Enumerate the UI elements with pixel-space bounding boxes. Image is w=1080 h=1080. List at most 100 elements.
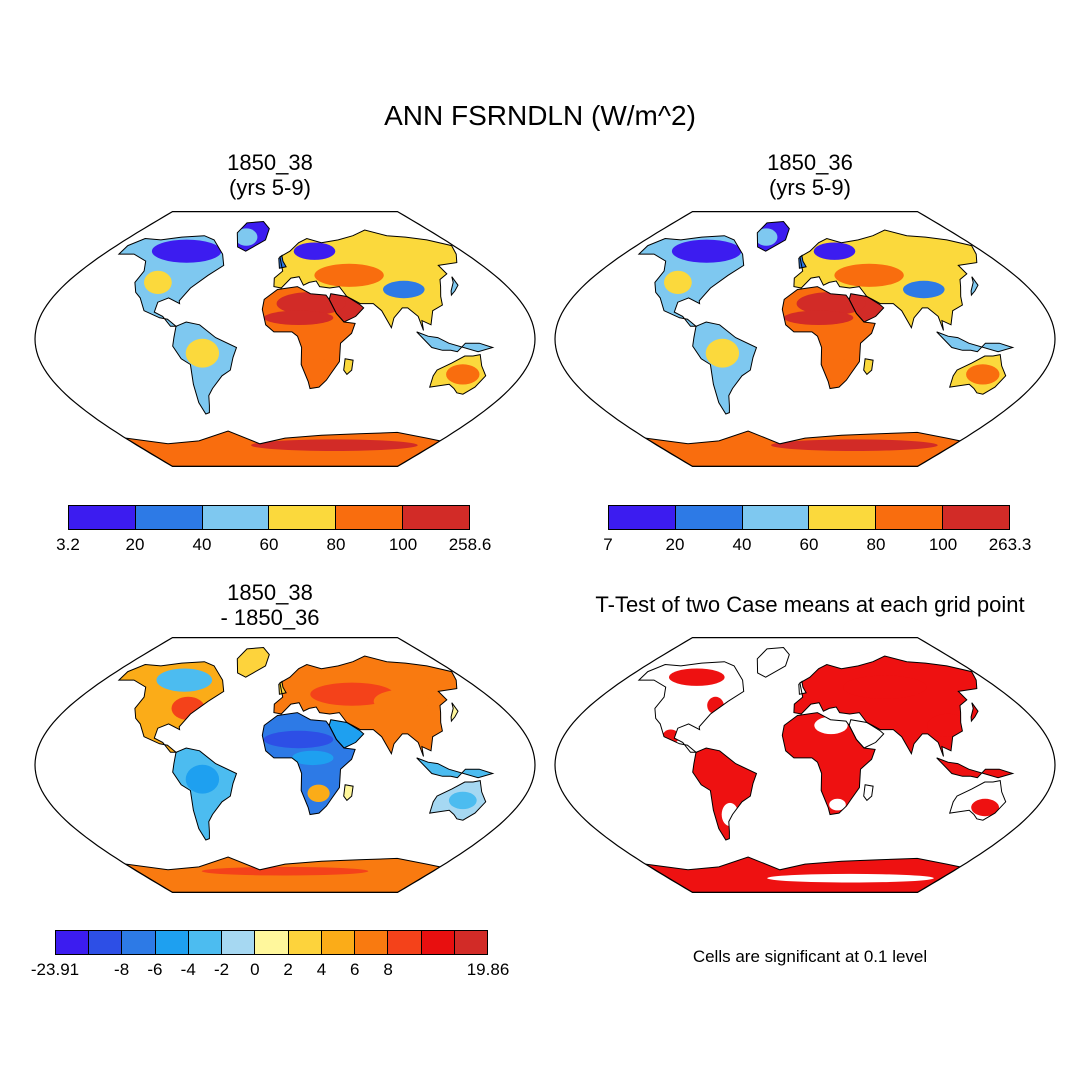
coastline-north-america — [637, 235, 745, 327]
panel2-title: 1850_36 (yrs 5-9) — [600, 150, 1020, 201]
panel4-title-line1: T-Test of two Case means at each grid po… — [595, 592, 1025, 617]
panel2-title-line2: (yrs 5-9) — [769, 175, 851, 201]
field-patch — [310, 682, 394, 706]
coastline-south-america — [692, 321, 758, 415]
map-frame — [34, 211, 536, 467]
coastline-japan — [970, 276, 979, 297]
field-patch — [314, 263, 384, 287]
field-patch — [755, 228, 778, 246]
land-japan — [451, 702, 458, 722]
coastline-japan — [970, 702, 979, 723]
field-patch — [151, 239, 222, 263]
colorbar-tick-label: 40 — [192, 535, 212, 554]
colorbar-tick-label: 60 — [799, 535, 819, 554]
colorbar-box — [388, 931, 422, 954]
land-south-america — [172, 748, 237, 840]
coastline-north-america — [637, 661, 745, 753]
colorbar-tick-label: 20 — [125, 535, 145, 554]
land-africa — [782, 712, 876, 815]
field-patch — [721, 802, 739, 827]
colorbar-tick-label: 60 — [259, 535, 279, 554]
field-patch — [383, 280, 425, 299]
map-frame — [554, 211, 1056, 467]
land-indonesia — [416, 757, 493, 778]
coastline-africa — [781, 286, 876, 390]
field-patch — [293, 242, 336, 260]
land-japan — [971, 702, 978, 722]
colorbar-case1: 3.2 20 40 60 80 100 258.6 — [56, 505, 491, 554]
coastline-north-america — [117, 235, 225, 327]
coastline-arabia — [848, 293, 885, 323]
field-patch — [307, 784, 330, 802]
colorbar-difference: -23.91 -8 -6 -4 -2 0 2 4 6 8 19.86 — [31, 930, 509, 979]
colorbar-tick-label: -8 — [114, 960, 130, 979]
field-detail-layer — [156, 668, 477, 876]
map-panel-case1 — [34, 211, 536, 467]
colorbar-tick-label: 100 — [928, 535, 958, 554]
land-europe-asia — [273, 656, 457, 757]
coastline-uk — [278, 254, 287, 269]
coastline-madagascar — [863, 358, 874, 376]
colorbar-tick-label: -2 — [213, 960, 230, 979]
colorbar-tick-label: 19.86 — [466, 960, 510, 979]
colorbar-box — [269, 506, 337, 529]
land-greenland — [237, 647, 270, 678]
field-patch — [834, 263, 904, 287]
field-patch — [966, 364, 1000, 385]
panel1-title-line1: 1850_38 — [227, 150, 313, 175]
coastline-uk — [798, 254, 807, 269]
coastline-africa — [781, 712, 876, 816]
main-title: ANN FSRNDLN (W/m^2) — [384, 100, 696, 131]
colorbar-tick-label: 7 — [603, 535, 613, 554]
colorbar-case1-boxes — [68, 505, 470, 530]
land-japan — [451, 276, 458, 296]
colorbar-tick-label: 0 — [250, 960, 260, 979]
field-patch — [185, 338, 220, 368]
coastline-japan — [450, 702, 459, 723]
colorbar-box — [255, 931, 289, 954]
field-patch — [903, 280, 945, 299]
panel3-title-line1: 1850_38 — [227, 580, 313, 605]
map-panel-case2 — [554, 211, 1056, 467]
panel1-title: 1850_38 (yrs 5-9) — [60, 150, 480, 201]
coastline-greenland — [756, 646, 790, 678]
field-patch — [263, 730, 334, 749]
panel3-title: 1850_38 - 1850_36 — [60, 580, 480, 631]
field-patch — [235, 228, 258, 246]
coastline-south-america — [692, 747, 758, 841]
colorbar-box — [809, 506, 877, 529]
panel3-title-line2: - 1850_36 — [220, 605, 320, 631]
coastline-uk — [278, 680, 287, 695]
map-land-layer — [117, 220, 495, 467]
field-patch — [448, 791, 477, 810]
colorbar-tick-label: 263.3 — [988, 535, 1032, 554]
coastline-europe-asia — [793, 655, 978, 757]
field-patch — [783, 310, 854, 325]
colorbar-tick-label: 6 — [350, 960, 360, 979]
colorbar-box — [454, 931, 488, 954]
coastline-north-america — [117, 661, 225, 753]
colorbar-box — [122, 931, 156, 954]
coastline-south-america — [172, 747, 238, 841]
colorbar-box — [609, 506, 676, 529]
coastline-africa — [261, 286, 356, 390]
map-panel-difference — [34, 637, 536, 893]
colorbar-tick-label: 258.6 — [448, 535, 492, 554]
land-south-america — [172, 322, 237, 414]
field-detail-layer — [664, 228, 1000, 451]
colorbar-box — [943, 506, 1009, 529]
colorbar-tick-label: 2 — [283, 960, 293, 979]
colorbar-tick-label: -4 — [180, 960, 196, 979]
coastline-madagascar — [863, 784, 874, 802]
map-frame — [554, 637, 1056, 893]
colorbar-tick-label: 20 — [665, 535, 685, 554]
field-patch — [707, 696, 724, 715]
colorbar-tick-label: 80 — [866, 535, 886, 554]
coastline-australia — [948, 780, 1007, 821]
colorbar-tick-label: 8 — [383, 960, 393, 979]
land-greenland — [757, 647, 790, 678]
field-patch — [373, 689, 430, 713]
colorbar-case2-boxes — [608, 505, 1010, 530]
coastline-madagascar — [343, 358, 354, 376]
map-land-layer — [637, 646, 1015, 893]
